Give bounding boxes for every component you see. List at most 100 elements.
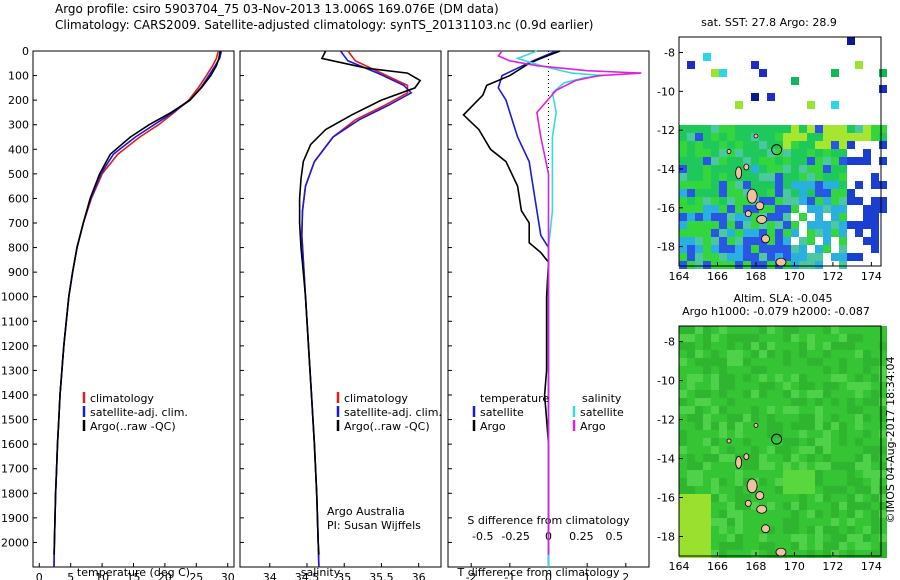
salinity-tick-label: 36 [412,571,426,580]
sla-map-title-line-1: Altim. SLA: -0.045 [733,292,832,305]
salinity-difference-legend-label: satellite [580,406,624,419]
salinity-tick-label: 35 [337,571,351,580]
sst_map-ytick-label: -14 [657,163,675,176]
sst_map-frame [678,36,882,267]
title-line-1: Argo profile: csiro 5903704_75 03-Nov-20… [55,2,499,16]
temperature-legend-label: satellite-adj. clim. [90,406,188,419]
temperature-difference-legend-label: Argo [480,420,506,433]
differences-series-argo [462,50,561,555]
depth-tick-label: 100 [8,70,29,83]
temperature-difference-legend-label: satellite [480,406,524,419]
temperature-xlabel: temperature (deg C) [77,566,190,579]
sla_map-xtick-label: 172 [822,560,843,573]
salinity-difference-legend-label: Argo [580,420,606,433]
salinity-tick-label: 35.5 [369,571,394,580]
sst_map-ytick-label: -16 [657,202,675,215]
sst_map-ytick-label: -12 [657,124,675,137]
temperature-tick-label: 20 [158,571,172,580]
credit-org: Argo Australia [327,505,405,518]
salinity-legend-title: salinity [582,392,622,405]
sla_map-island [775,547,787,557]
temperature-difference-tick-label: 1 [584,571,591,580]
salinity-xlabel: salinity [301,566,341,579]
depth-tick-label: 1000 [1,291,29,304]
sla_map-island [756,504,768,514]
depth-tick-label: 1400 [1,389,29,402]
sst_map-xtick-label: 174 [861,270,882,283]
temperature-difference-tick-label: -2 [466,571,477,580]
sla_map-xtick-label: 170 [784,560,805,573]
sla_map-ytick-label: -14 [657,453,675,466]
salinity-series-satellite-adj-clim- [300,50,413,568]
temperature-difference-tick-label: 2 [622,571,629,580]
sla-map-title-line-2: Argo h1000: -0.079 h2000: -0.087 [682,305,870,318]
sst_map-island [775,257,787,267]
imos-stamp: ©IMOS 04-Aug-2017 18:34:04 [884,357,897,524]
sla_map-xtick-label: 168 [745,560,766,573]
sst_map-ytick-label: -8 [664,47,675,60]
salinity-legend-label: satellite-adj. clim. [344,406,442,419]
depth-tick-label: 1300 [1,364,29,377]
sla_map-xtick-label: 164 [669,560,690,573]
sla_map-island [744,499,752,507]
sla_map-argo-marker [771,433,783,445]
salinity-series-climatology [300,50,409,568]
sla_map-field [679,326,887,558]
sst_map-xtick-label: 164 [669,270,690,283]
salinity-legend-label: climatology [344,392,408,405]
sla_map-ytick-label: -18 [657,531,675,544]
depth-tick-label: 2000 [1,536,29,549]
title-line-2: Climatology: CARS2009. Satellite-adjuste… [55,18,594,32]
sla_map-island [753,423,759,428]
sst_map-island [744,210,752,218]
temperature-tick-label: 30 [221,571,235,580]
differences-series-satellite-s [515,50,603,567]
temperature-difference-tick-label: 0 [545,571,552,580]
depth-tick-label: 1600 [1,438,29,451]
temperature-legend-title: temperature [480,392,549,405]
sla_map-island [726,438,732,444]
depth-tick-label: 300 [8,119,29,132]
sla_map-island [761,524,770,534]
sst_map-field [679,37,887,269]
sst_map-ytick-label: -10 [657,85,675,98]
sla_map-ytick-label: -12 [657,414,675,427]
sst_map-island [756,215,768,224]
salinity-legend-label: Argo(..raw -QC) [344,420,430,433]
sst_map-island [746,188,758,204]
sla_map-island [735,456,743,469]
temperature-tick-label: 5 [67,571,74,580]
sst_map-island [761,234,770,244]
sst_map-island [753,133,759,139]
temperature-tick-label: 15 [127,571,141,580]
sst_map-argo-marker [771,144,783,156]
depth-tick-label: 500 [8,168,29,181]
differences-series-argo-s [497,50,642,555]
sla_map-island [755,491,765,500]
depth-tick-label: 1500 [1,414,29,427]
temperature-frame [32,50,235,568]
sst_map-xtick-label: 172 [822,270,843,283]
depth-tick-label: 0 [22,45,29,58]
temperature-series-satellite-adj-clim- [53,50,223,568]
sst_map-xtick-label: 170 [784,270,805,283]
depth-tick-label: 1900 [1,512,29,525]
temperature-tick-label: 25 [189,571,203,580]
sla_map-island [746,478,758,494]
salinity-difference-tick-label: 0.5 [605,530,623,543]
temperature-tick-label: 0 [36,571,43,580]
sla_map-ytick-label: -10 [657,375,675,388]
depth-tick-label: 700 [8,217,29,230]
depth-tick-label: 1100 [1,315,29,328]
salinity-tick-label: 34.5 [295,571,320,580]
sla_map-frame [678,325,882,557]
temperature-legend-label: climatology [90,392,154,405]
salinity-series-argo-raw-qc- [298,50,422,555]
differences-series-satellite [497,50,557,567]
sst_map-ytick-label: -18 [657,241,675,254]
salinity-difference-tick-label: 0.25 [569,530,594,543]
sst_map-island [726,149,732,154]
sst_map-xtick-label: 166 [707,270,728,283]
depth-tick-label: 1700 [1,463,29,476]
